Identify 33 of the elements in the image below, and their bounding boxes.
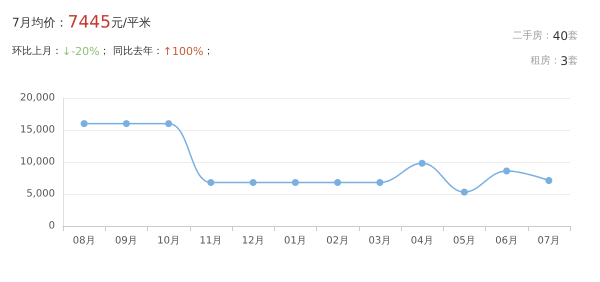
y-tick-label: 0 xyxy=(48,220,55,232)
y-tick-label: 20,000 xyxy=(20,92,55,104)
x-tick-label: 08月 xyxy=(72,236,96,246)
x-tick-label: 01月 xyxy=(284,236,307,246)
point xyxy=(503,167,510,174)
point xyxy=(418,160,426,167)
point xyxy=(376,178,384,186)
x-tick-label: 12月 xyxy=(242,236,264,246)
point xyxy=(334,178,342,186)
y-tick-label: 10,000 xyxy=(20,156,55,168)
point xyxy=(122,120,130,128)
x-tick-label: 07月 xyxy=(538,236,560,246)
x-tick-label: 05月 xyxy=(453,236,476,246)
point xyxy=(292,178,299,186)
x-tick-label: 04月 xyxy=(410,236,434,246)
chart-subtitle: 环比上月：↓-20%； 同比去年：↑100%； xyxy=(12,45,214,58)
y-tick-label: 5,000 xyxy=(26,188,55,200)
x-tick-label: 03月 xyxy=(368,236,392,246)
text: 租房：3套 xyxy=(530,54,578,68)
x-tick-label: 09月 xyxy=(115,236,138,246)
x-tick-label: 11月 xyxy=(200,236,222,246)
x-tick-label: 02月 xyxy=(326,236,349,246)
text: 二手房：40套 xyxy=(512,29,578,43)
point xyxy=(460,188,468,196)
x-tick-label: 10月 xyxy=(157,236,180,246)
point xyxy=(80,120,88,128)
y-tick-label: 15,000 xyxy=(20,124,55,136)
chart-title: 7月均价：7445元/平米 xyxy=(12,12,151,32)
point xyxy=(545,177,552,184)
x-tick-label: 06月 xyxy=(495,236,518,246)
point xyxy=(207,178,214,186)
point xyxy=(250,178,257,186)
point xyxy=(165,120,172,128)
